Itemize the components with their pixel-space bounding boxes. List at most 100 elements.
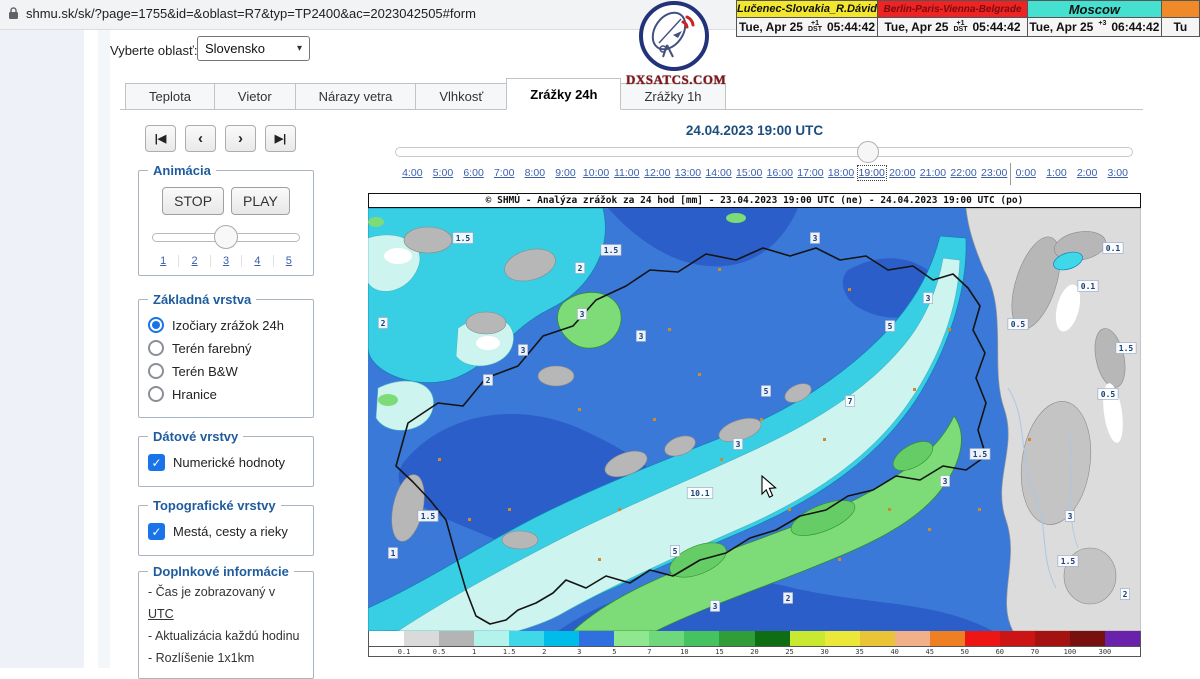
timeline-slider-track[interactable]: [395, 147, 1133, 157]
speed-3-link[interactable]: 3: [222, 255, 230, 267]
speed-2-link[interactable]: 2: [191, 255, 198, 267]
timeline-hour-link-700[interactable]: 7:00: [493, 167, 515, 179]
checkbox-numericke-hodnoty[interactable]: ✓ Numerické hodnoty: [148, 454, 304, 471]
speed-4-link[interactable]: 4: [254, 255, 261, 267]
legend-label: 7: [647, 648, 652, 656]
radio-icon[interactable]: [148, 317, 164, 333]
legend-color-cell: [369, 631, 405, 646]
timeline-hour-link-2000[interactable]: 20:00: [889, 167, 916, 179]
radio-hranice[interactable]: Hranice: [148, 386, 304, 402]
timeline-hour-link-2200[interactable]: 22:00: [950, 167, 977, 179]
legend-color-cell: [719, 631, 755, 646]
play-button[interactable]: PLAY: [231, 187, 290, 215]
svg-text:3: 3: [521, 346, 526, 355]
svg-text:1.5: 1.5: [604, 246, 619, 255]
timeline-hour-cell: 14:00: [703, 163, 734, 185]
timeline-hour-link-000[interactable]: 0:00: [1015, 167, 1037, 179]
legend-color-cell: [999, 631, 1035, 646]
timeline-hour-link-1900[interactable]: 19:00: [856, 165, 887, 181]
legend-color-cell: [404, 631, 440, 646]
timeline-hour-link-800[interactable]: 8:00: [524, 167, 546, 179]
last-frame-button[interactable]: ▶|: [265, 125, 296, 152]
next-frame-button[interactable]: ›: [225, 125, 256, 152]
timeline-hour-link-200[interactable]: 2:00: [1076, 167, 1098, 179]
radio-teren-bw[interactable]: Terén B&W: [148, 363, 304, 379]
stop-button[interactable]: STOP: [162, 187, 225, 215]
legend-label: 5: [612, 648, 617, 656]
tab-vietor[interactable]: Vietor: [213, 83, 295, 110]
tab-teplota[interactable]: Teplota: [125, 83, 214, 110]
speed-slider-handle[interactable]: [214, 225, 238, 249]
timeline-hour-link-2100[interactable]: 21:00: [919, 167, 947, 179]
info-line-utc: - Čas je zobrazovaný v UTC: [148, 585, 276, 621]
speed-5-link[interactable]: 5: [285, 255, 292, 267]
dxsatcs-logo[interactable]: DXSATCS.COM: [626, 1, 726, 89]
tab-narazy-vetra[interactable]: Nárazy vetra: [294, 83, 416, 110]
svg-text:1.5: 1.5: [456, 234, 471, 243]
timeline-hour-link-1000[interactable]: 10:00: [582, 167, 610, 179]
timeline-hour-cell: 13:00: [673, 163, 704, 185]
timeline-slider-handle[interactable]: [857, 141, 879, 163]
area-select[interactable]: Slovensko ▾: [197, 36, 310, 61]
tab-zrazky-1h[interactable]: Zrážky 1h: [621, 83, 726, 110]
tab-zrazky-24h[interactable]: Zrážky 24h: [506, 78, 622, 110]
radio-teren-farebny[interactable]: Terén farebný: [148, 340, 304, 356]
area-select-value: Slovensko: [205, 41, 265, 56]
clock-time: Tue, Apr 25 +3 06:44:42: [1028, 18, 1161, 36]
timeline-hour-link-300[interactable]: 3:00: [1107, 167, 1128, 179]
clock-lucenec: Lučenec-Slovakia_R.Dávid Tue, Apr 25 +1 D…: [736, 0, 879, 37]
timeline-hour-link-100[interactable]: 1:00: [1046, 167, 1067, 179]
checkbox-checked-icon[interactable]: ✓: [148, 523, 165, 540]
timeline-hour-cell: 3:00: [1102, 163, 1133, 185]
data-layers-title: Dátové vrstvy: [153, 429, 239, 444]
timeline-hour-cell: 11:00: [611, 163, 642, 185]
timeline-hour-cell: 0:00: [1009, 163, 1042, 185]
timeline-hour-link-1600[interactable]: 16:00: [766, 167, 793, 179]
utc-link[interactable]: UTC: [148, 606, 174, 621]
precip-map: © SHMÚ - Analýza zrážok za 24 hod [mm] -…: [368, 193, 1141, 657]
svg-text:3: 3: [943, 477, 948, 486]
timeline-hour-link-1400[interactable]: 14:00: [705, 167, 732, 179]
legend-color-cell: [859, 631, 895, 646]
legend-color-cell: [1069, 631, 1105, 646]
timeline-hour-link-900[interactable]: 9:00: [555, 167, 576, 179]
timeline-hour-link-1800[interactable]: 18:00: [827, 167, 855, 179]
svg-text:3: 3: [926, 294, 931, 303]
legend-label: 35: [855, 648, 864, 656]
tab-vlhkost[interactable]: Vlhkosť: [415, 83, 507, 110]
legend-color-cell: [509, 631, 545, 646]
radio-icon[interactable]: [148, 386, 164, 402]
speed-1-link[interactable]: 1: [160, 255, 167, 267]
checkbox-checked-icon[interactable]: ✓: [148, 454, 165, 471]
legend-color-cell: [824, 631, 860, 646]
legend-color-cell: [544, 631, 580, 646]
speed-slider[interactable]: [152, 225, 300, 249]
animation-panel-title: Animácia: [153, 163, 211, 178]
timeline-hour-link-1300[interactable]: 13:00: [674, 167, 702, 179]
timeline-hour-link-1100[interactable]: 11:00: [613, 167, 640, 179]
legend-color-cell: [474, 631, 510, 646]
radio-izociary-zrazok-24h[interactable]: Izočiary zrážok 24h: [148, 317, 304, 333]
radio-icon[interactable]: [148, 363, 164, 379]
city-markers: [438, 268, 1031, 561]
timeline-hour-cell: 16:00: [765, 163, 796, 185]
timeline-current-datetime: 24.04.2023 19:00 UTC: [685, 123, 824, 138]
timeline-hour-link-1200[interactable]: 12:00: [644, 167, 671, 179]
clock-city-name: Lučenec-Slovakia_R.Dávid: [737, 1, 878, 18]
prev-frame-button[interactable]: ‹: [185, 125, 216, 152]
timeline-hour-cell: 22:00: [948, 163, 979, 185]
checkbox-mesta-cesty-rieky[interactable]: ✓ Mestá, cesty a rieky: [148, 523, 304, 540]
clock-berlin: Berlin-Paris-Vienna-Belgrade Tue, Apr 25…: [878, 0, 1028, 37]
svg-text:3: 3: [580, 310, 585, 319]
first-frame-button[interactable]: |◀: [145, 125, 176, 152]
legend-color-cell: [649, 631, 685, 646]
timeline-hour-link-400[interactable]: 4:00: [402, 167, 423, 179]
timeline-hour-link-1700[interactable]: 17:00: [797, 167, 824, 179]
timeline-hour-link-500[interactable]: 5:00: [432, 167, 454, 179]
timeline-hour-link-1500[interactable]: 15:00: [736, 167, 763, 179]
timeline-hour-link-600[interactable]: 6:00: [463, 167, 484, 179]
legend-label: 300: [1098, 648, 1112, 656]
radio-icon[interactable]: [148, 340, 164, 356]
svg-text:10.1: 10.1: [690, 489, 709, 498]
timeline-hour-link-2300[interactable]: 23:00: [981, 167, 1008, 179]
